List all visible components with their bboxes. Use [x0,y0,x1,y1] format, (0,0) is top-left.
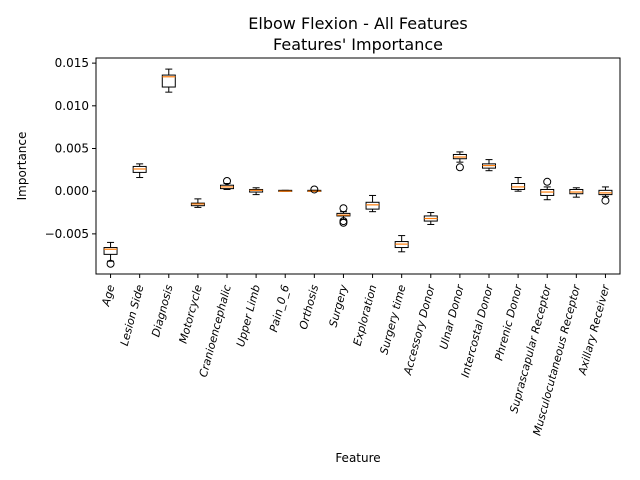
box-orthosis [307,185,322,194]
x-tick-label: Axillary Receiver [576,282,613,377]
box-axillary-receiver [598,186,613,205]
outlier-point [310,185,319,194]
x-tick-label: Pain_0_6 [267,283,292,333]
box-accessory-donor [423,212,438,225]
x-axis: Age Lesion Side Diagnosis MotorcycleCranioe… [99,274,613,437]
box-suprascapular-receptor [540,177,555,201]
y-tick-label: 0.000 [55,184,89,198]
x-tick-label: Intercostal Donor [459,282,497,379]
y-tick-label: −0.005 [45,227,89,241]
box-motorcycle [190,198,205,208]
chart-title-line-2: Features' Importance [273,35,443,54]
x-tick-label: Orthosis [297,283,321,331]
y-axis-label: Importance [15,132,29,201]
x-tick-label: Ulnar Donor [437,282,467,351]
x-tick-label: Surgery time [377,283,408,356]
y-tick-label: 0.010 [55,99,89,113]
box-intercostal-donor [482,159,496,172]
plot-frame [95,57,621,275]
x-tick-label: Exploration [351,283,380,347]
x-tick-label: Upper Limb [234,283,263,348]
x-tick-label: Phrenic Donor [492,282,525,362]
box-diagnosis [161,68,176,93]
y-axis: −0.005 0.000 0.005 0.010 0.015 [45,56,96,241]
x-tick-label: Age [99,283,117,308]
outlier-point [223,176,231,185]
x-tick-label: Cranioencephalic [197,283,234,378]
box-phrenic-donor [511,177,526,192]
x-tick-label: Motorcycle [177,283,205,345]
x-tick-label: Surgery [327,283,351,329]
box-exploration [365,194,380,213]
box-cranioencephalic [220,176,234,190]
outlier-point [543,177,552,186]
outlier-point [106,259,115,268]
iqr-box [161,74,176,88]
box-musculocutaneous-receptor [569,187,584,198]
box-pain-0-6 [278,189,293,192]
box-ulnar-donor [452,151,467,172]
y-tick-label: 0.005 [55,141,89,155]
box-surgery [336,204,351,227]
chart-title-line-1: Elbow Flexion - All Features [248,14,467,33]
box-surgery-time [394,235,409,253]
plot-area [103,68,613,268]
outlier-point [601,196,610,205]
x-tick-label: Lesion Side [118,283,147,347]
box-age [103,241,118,268]
box-upper-limb [249,187,264,196]
box-lesion-side [132,163,147,179]
x-axis-label: Feature [335,451,380,465]
x-tick-label: Diagnosis [149,283,175,338]
x-tick-label: Accessory Donor [401,282,438,377]
outlier-point [339,204,348,213]
outlier-point [455,163,464,172]
y-tick-label: 0.015 [55,56,89,70]
iqr-box [103,247,118,255]
outlier-point [339,218,348,227]
iqr-box [365,201,380,210]
